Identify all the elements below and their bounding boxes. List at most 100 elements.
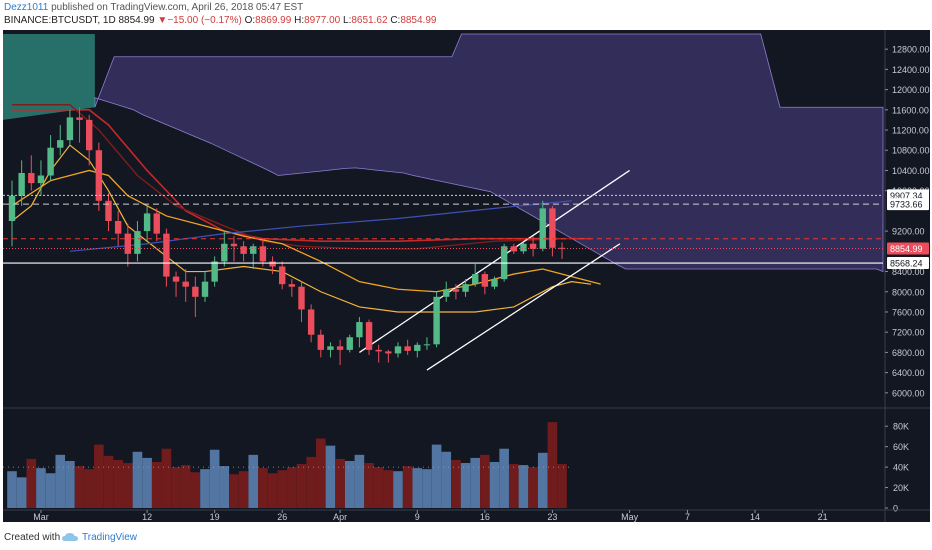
candle-up[interactable] [491, 279, 498, 287]
candle-up[interactable] [433, 296, 440, 345]
candle-down[interactable] [288, 284, 296, 287]
author-link[interactable]: Dezz1011 [4, 2, 49, 13]
candle-down[interactable] [365, 322, 373, 350]
volume-bar [509, 464, 519, 508]
candle-down[interactable] [385, 351, 392, 354]
volume-bar [480, 454, 490, 508]
candle-down[interactable] [317, 334, 324, 350]
candle-down[interactable] [269, 261, 276, 267]
candle-up[interactable] [346, 337, 353, 350]
candle-up[interactable] [250, 246, 257, 254]
candle-down[interactable] [481, 274, 489, 287]
candle-up[interactable] [394, 346, 402, 354]
close-label: C: [390, 15, 401, 26]
time-tick-label[interactable]: 7 [685, 512, 690, 522]
time-tick-label[interactable]: Mar [33, 512, 49, 522]
price-label-box[interactable] [887, 198, 929, 211]
time-tick-label[interactable]: May [621, 512, 639, 522]
candle-down[interactable] [163, 233, 170, 277]
candle-up[interactable] [520, 243, 527, 252]
candle-up[interactable] [201, 281, 209, 297]
price-label-text[interactable]: 8568.24 [890, 259, 923, 269]
time-tick-label[interactable]: 14 [750, 512, 760, 522]
horizontal-lines[interactable] [3, 194, 883, 264]
candle-up[interactable] [37, 175, 45, 184]
volume-bar [209, 449, 220, 508]
price-tick-label: 12800.00 [892, 45, 930, 55]
candlesticks[interactable] [8, 107, 566, 366]
candle-down[interactable] [452, 289, 460, 292]
trend-channel[interactable] [359, 169, 630, 371]
time-tick-label[interactable]: 9 [415, 512, 420, 522]
candle-down[interactable] [307, 309, 315, 335]
candle-down[interactable] [95, 150, 103, 201]
price-label-text[interactable]: 8854.99 [890, 244, 923, 254]
price-chart-svg[interactable]: 12800.00 12400.00 12000.00 11600.00 11200.00… [3, 30, 930, 522]
price-axis[interactable]: 12800.00 12400.00 12000.00 11600.00 11200.00… [885, 45, 930, 514]
channel-lower-line[interactable] [426, 243, 621, 371]
volume-bar [84, 469, 94, 508]
candle-up[interactable] [143, 213, 151, 232]
candle-down[interactable] [375, 349, 382, 352]
time-tick-label[interactable]: 21 [818, 512, 828, 522]
candle-down[interactable] [192, 286, 199, 297]
time-tick-label[interactable]: 23 [547, 512, 557, 522]
candle-up[interactable] [472, 274, 479, 285]
time-tick-label[interactable]: Apr [333, 512, 347, 522]
candle-up[interactable] [356, 322, 363, 338]
time-axis[interactable]: Mar 12 19 26 Apr 9 16 23 May 7 14 21 [3, 509, 930, 522]
candle-down[interactable] [28, 172, 35, 184]
tradingview-brand-link[interactable]: TradingView [82, 532, 138, 543]
candle-up[interactable] [134, 231, 141, 254]
candle-down[interactable] [404, 346, 411, 351]
channel-upper-line[interactable] [359, 169, 630, 353]
candle-down[interactable] [336, 346, 344, 350]
candle-up[interactable] [8, 195, 16, 221]
candle-down[interactable] [105, 200, 112, 221]
candle-down[interactable] [529, 243, 537, 249]
candle-up[interactable] [211, 261, 218, 282]
volume-bar [229, 474, 239, 508]
candle-down[interactable] [182, 281, 189, 287]
candle-down[interactable] [240, 246, 247, 254]
candle-up[interactable] [47, 147, 54, 176]
chart-canvas[interactable]: 12800.00 12400.00 12000.00 11600.00 11200.00… [3, 30, 930, 522]
candle-down[interactable] [558, 247, 566, 249]
candle-up[interactable] [443, 289, 450, 297]
candle-down[interactable] [298, 286, 305, 310]
candle-up[interactable] [414, 344, 421, 351]
volume-tick-label: 80K [893, 422, 909, 432]
candle-up[interactable] [423, 344, 431, 346]
time-tick-label[interactable]: 19 [210, 512, 220, 522]
volume-bar [45, 473, 56, 508]
candle-up[interactable] [327, 346, 334, 350]
candle-down[interactable] [230, 243, 238, 247]
price-label-text[interactable]: 9733.66 [890, 200, 923, 210]
time-tick-label[interactable]: 26 [277, 512, 287, 522]
candle-up[interactable] [57, 140, 64, 148]
candle-down[interactable] [279, 266, 286, 285]
volume-bar [171, 467, 181, 508]
high-value: 8977.00 [304, 15, 341, 26]
candle-up[interactable] [221, 243, 228, 262]
candle-up[interactable] [66, 117, 74, 141]
price-label-text[interactable]: 9907.34 [890, 191, 923, 201]
publish-line: Dezz1011 published on TradingView.com, A… [4, 2, 303, 13]
low-label: L: [343, 15, 352, 26]
candle-down[interactable] [549, 208, 556, 248]
time-tick-label[interactable]: 12 [142, 512, 152, 522]
candle-up[interactable] [539, 208, 546, 249]
price-label-box[interactable] [887, 242, 929, 255]
price-label-box[interactable] [887, 257, 929, 270]
candle-down[interactable] [114, 221, 122, 234]
candle-down[interactable] [86, 119, 93, 151]
symbol-name[interactable]: BINANCE:BTCUSDT, 1D [4, 15, 116, 26]
candle-down[interactable] [76, 117, 83, 120]
time-tick-label[interactable]: 16 [480, 512, 490, 522]
candle-up[interactable] [18, 172, 25, 196]
candle-down[interactable] [259, 246, 267, 262]
candle-down[interactable] [172, 276, 180, 282]
candle-down[interactable] [124, 233, 131, 254]
candle-down[interactable] [153, 213, 160, 234]
candle-up[interactable] [462, 284, 469, 292]
